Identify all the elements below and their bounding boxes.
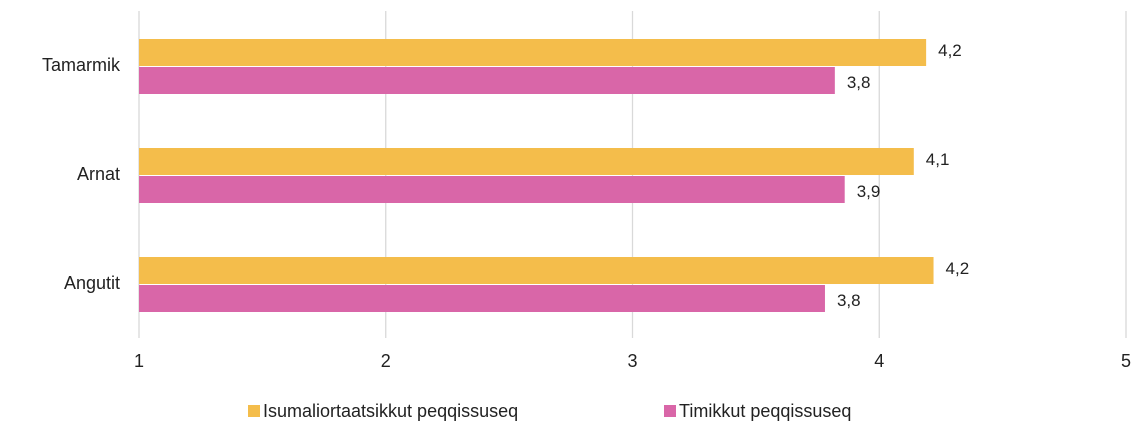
y-tick-label: Tamarmik (42, 55, 121, 75)
bar (139, 176, 845, 203)
bar (139, 285, 825, 312)
x-tick-label: 1 (134, 351, 144, 371)
legend-label: Isumaliortaatsikkut peqqissuseq (263, 401, 518, 421)
value-label: 4,2 (938, 41, 962, 60)
value-label: 3,8 (837, 291, 861, 310)
value-label: 3,8 (847, 73, 871, 92)
legend-swatch (664, 405, 676, 417)
value-label: 3,9 (857, 182, 881, 201)
y-tick-label: Arnat (77, 164, 120, 184)
x-tick-label: 5 (1121, 351, 1131, 371)
legend-label: Timikkut peqqissuseq (679, 401, 851, 421)
y-tick-label: Angutit (64, 273, 120, 293)
bar (139, 148, 914, 175)
value-label: 4,1 (926, 150, 950, 169)
bar (139, 257, 934, 284)
bar (139, 39, 927, 66)
legend-swatch (248, 405, 260, 417)
x-tick-label: 2 (381, 351, 391, 371)
x-tick-label: 3 (627, 351, 637, 371)
value-label: 4,2 (946, 259, 970, 278)
bar (139, 67, 835, 94)
x-tick-label: 4 (874, 351, 884, 371)
